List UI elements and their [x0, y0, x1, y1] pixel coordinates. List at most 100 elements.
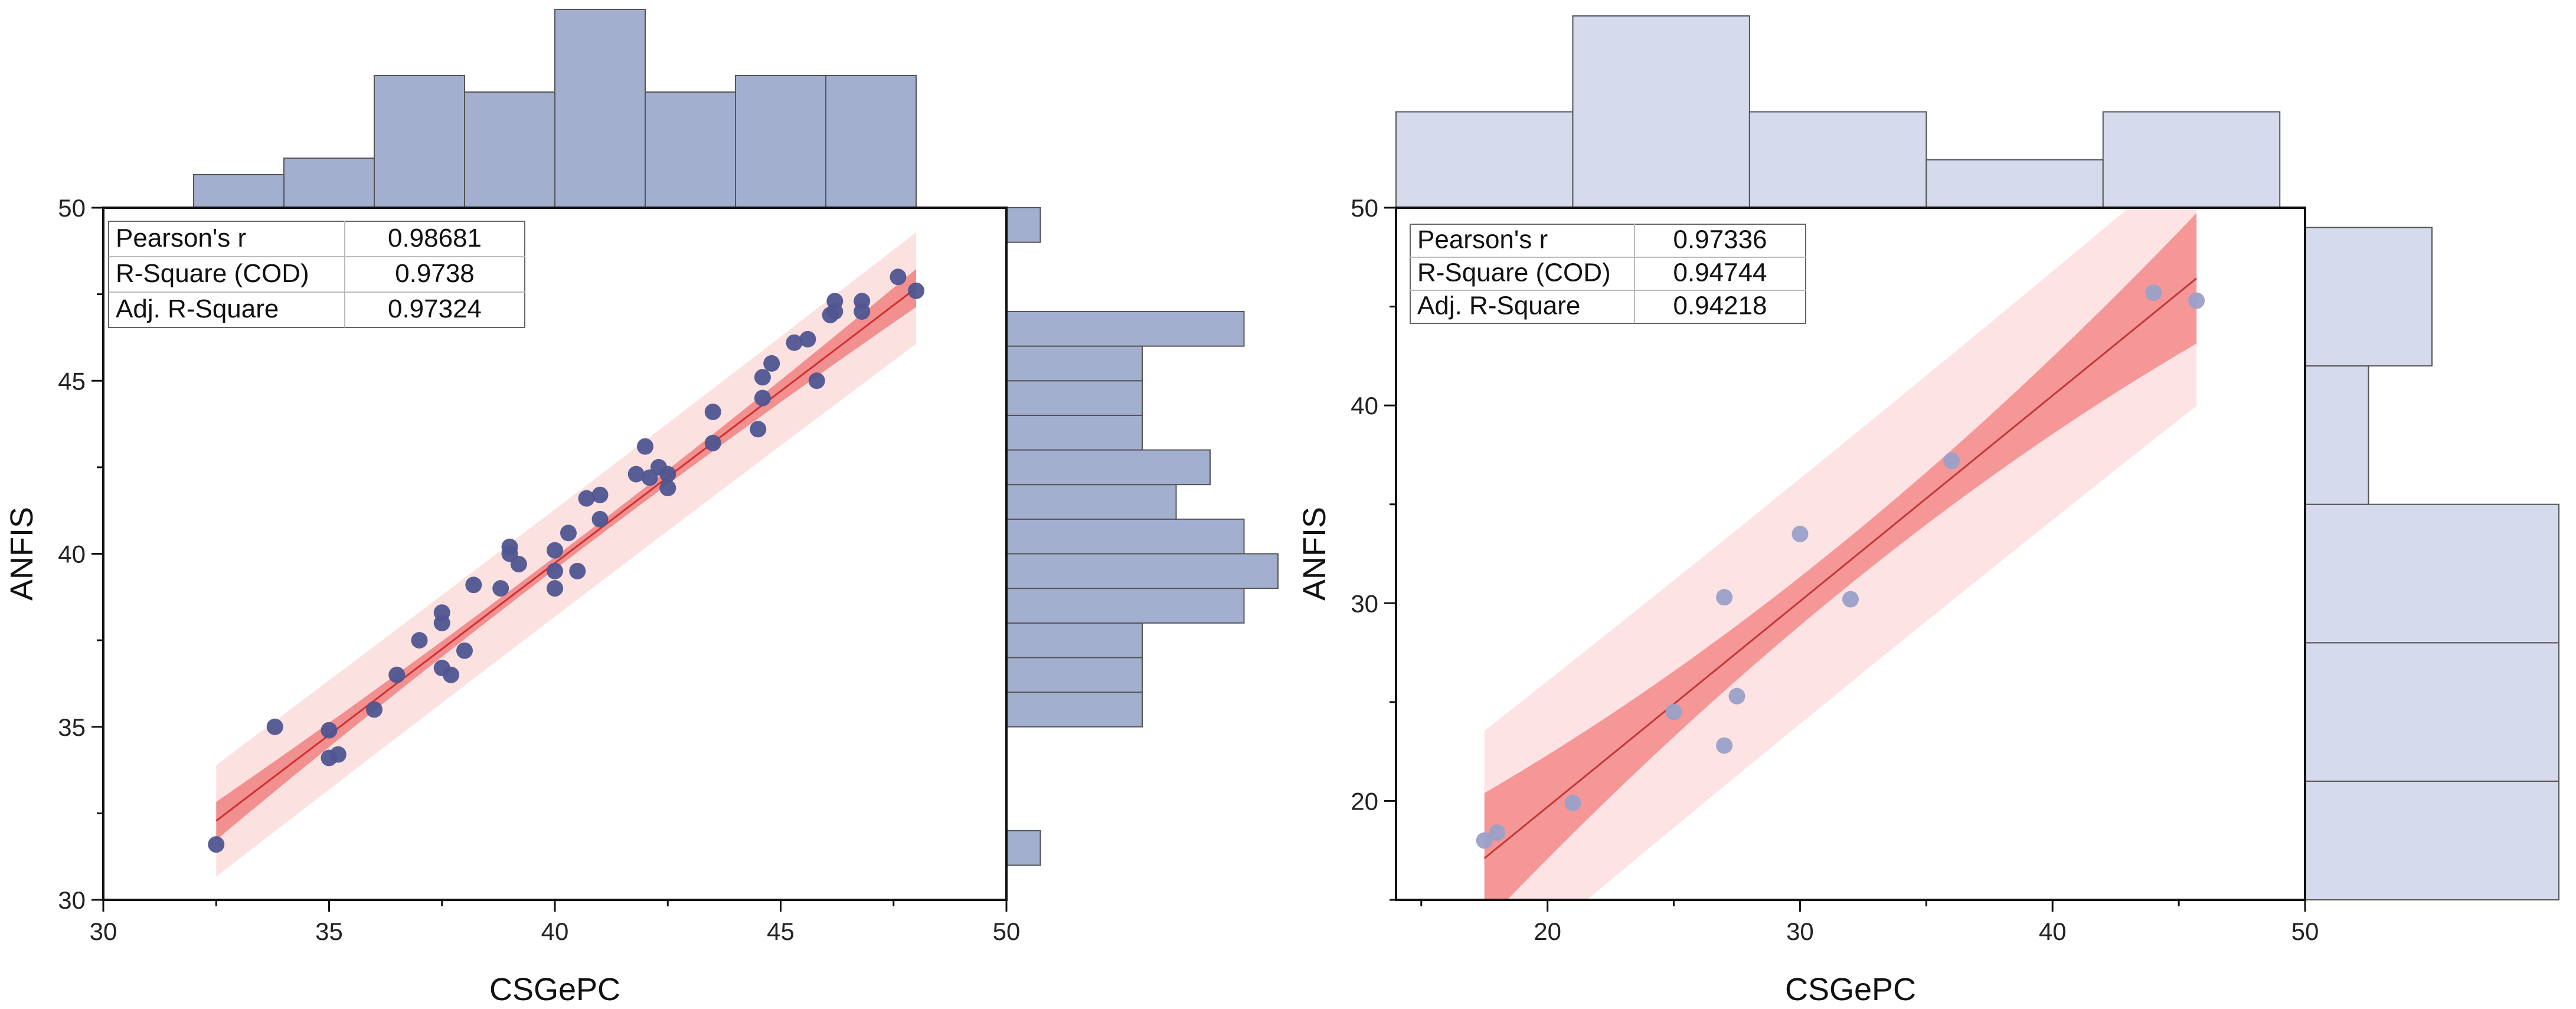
x-tick-label: 35 — [315, 918, 343, 945]
data-point — [750, 421, 767, 438]
right-histogram-bar — [1006, 692, 1143, 728]
data-point — [826, 303, 844, 320]
stats-value: 0.9738 — [395, 259, 475, 288]
data-point — [1842, 591, 1859, 608]
stats-label: Pearson's r — [1417, 225, 1548, 254]
stats-value: 0.97324 — [388, 294, 482, 323]
data-point — [754, 369, 771, 386]
stats-value: 0.94744 — [1673, 258, 1767, 287]
data-point — [890, 268, 907, 286]
data-point — [2145, 284, 2162, 302]
stats-value: 0.98681 — [388, 224, 482, 253]
right-histogram-bar — [1006, 830, 1041, 866]
x-tick-label: 30 — [1786, 918, 1814, 945]
top-histogram-bar — [554, 9, 646, 208]
top-histogram-bar — [283, 158, 375, 208]
x-tick-label: 30 — [90, 918, 117, 945]
data-point — [547, 580, 563, 597]
data-point — [2188, 292, 2205, 309]
data-point — [627, 466, 645, 483]
y-tick-label: 35 — [58, 713, 86, 741]
top-histogram-bar — [374, 75, 465, 208]
stats-value: 0.94218 — [1673, 291, 1767, 320]
right-histogram-bar — [2304, 503, 2559, 644]
x-axis-title: CSGePC — [489, 972, 620, 1007]
y-tick-label: 30 — [1351, 589, 1378, 617]
confidence-band — [1484, 213, 2197, 900]
data-point — [388, 666, 406, 683]
stats-table: Pearson's r 0.97336 R-Square (COD) 0.94744 A… — [1410, 224, 1806, 324]
x-tick-label: 50 — [2291, 918, 2319, 945]
right-histogram-bar — [2304, 227, 2433, 367]
right-histogram-bar — [1006, 414, 1143, 451]
fit-line — [1483, 277, 2198, 859]
stats-table: Pearson's r 0.98681 R-Square (COD) 0.9738 Ad… — [108, 221, 525, 328]
stats-label: R-Square (COD) — [116, 259, 309, 288]
right-histogram-bar — [1006, 622, 1143, 659]
data-point — [1728, 687, 1745, 705]
right-histogram-bar — [2304, 780, 2559, 901]
data-point — [808, 372, 825, 389]
data-point — [1943, 452, 1960, 469]
top-histogram-bar — [193, 174, 285, 208]
x-tick-label: 40 — [541, 918, 569, 945]
data-point — [411, 632, 428, 649]
data-point — [1792, 525, 1809, 542]
y-tick-label: 40 — [1351, 392, 1378, 420]
right-histogram-bar — [1006, 345, 1143, 382]
right-histogram-bar — [1006, 207, 1041, 243]
stats-label: Adj. R-Square — [1417, 291, 1580, 320]
data-point — [329, 746, 346, 763]
right-histogram-bar — [1006, 553, 1279, 589]
x-tick-label: 20 — [1534, 918, 1561, 945]
top-histogram-bar — [735, 75, 826, 208]
data-point — [433, 604, 450, 621]
data-point — [578, 490, 595, 507]
data-point — [547, 542, 563, 559]
data-point — [266, 718, 283, 735]
right-chart-panel: Pearson's r 0.97336 R-Square (COD) 0.94744 A… — [1297, 15, 2559, 1007]
right-histogram-bar — [1006, 588, 1245, 624]
top-histogram-bar — [1395, 111, 1574, 208]
y-tick-label: 20 — [1351, 787, 1378, 815]
data-point — [208, 836, 225, 853]
axes-frame — [1395, 207, 2306, 901]
x-tick-label: 50 — [993, 918, 1021, 945]
stats-table-frame — [108, 221, 525, 328]
y-tick-label: 50 — [58, 194, 86, 222]
data-point — [1564, 794, 1581, 811]
data-point — [659, 466, 676, 483]
right-histogram-bar — [1006, 449, 1211, 486]
data-point — [799, 330, 816, 348]
data-point — [569, 562, 586, 579]
data-point — [1476, 832, 1493, 849]
right-histogram-bar — [1006, 657, 1143, 693]
y-tick-label: 45 — [58, 367, 86, 395]
data-point — [591, 486, 609, 503]
top-histogram-bar — [825, 75, 917, 208]
top-histogram-bar — [1572, 15, 1750, 208]
data-point — [560, 525, 577, 542]
data-point — [1665, 703, 1682, 720]
data-point — [908, 282, 924, 299]
data-point — [659, 480, 676, 497]
y-axis-title: ANFIS — [1297, 507, 1332, 601]
data-point — [1716, 737, 1733, 754]
data-point — [456, 642, 473, 659]
data-point — [1489, 824, 1506, 841]
data-point — [591, 510, 609, 528]
data-point — [754, 389, 771, 407]
data-point — [547, 562, 563, 579]
data-points — [208, 268, 924, 853]
data-point — [321, 722, 338, 739]
right-histogram-bar — [1006, 380, 1143, 416]
top-histogram-bar — [1926, 159, 2104, 208]
right-histogram-bar — [1006, 310, 1245, 347]
data-point — [465, 576, 482, 594]
data-point — [1716, 589, 1733, 606]
y-axis-title: ANFIS — [4, 507, 40, 601]
data-point — [786, 334, 803, 351]
stats-value: 0.97336 — [1673, 225, 1767, 254]
data-point — [510, 556, 527, 573]
